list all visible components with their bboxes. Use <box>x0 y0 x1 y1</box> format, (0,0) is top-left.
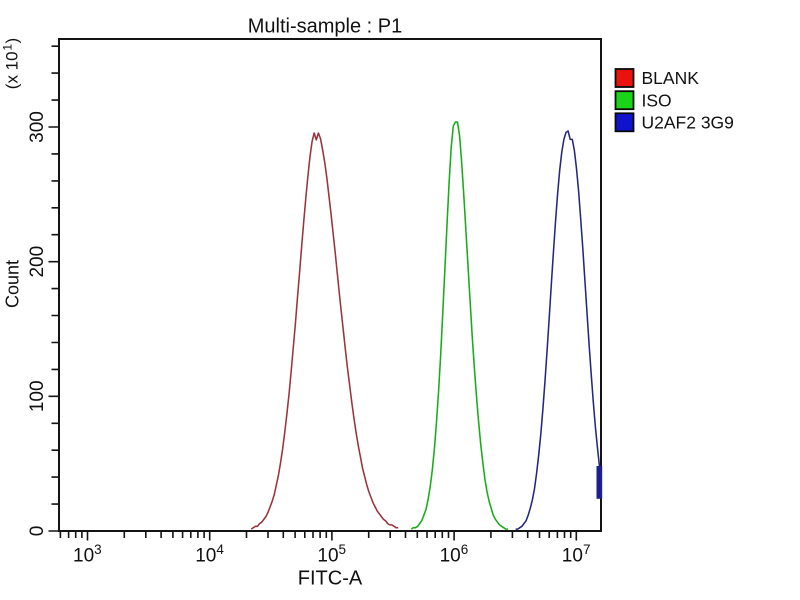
svg-text:BLANK: BLANK <box>642 68 700 88</box>
svg-text:106: 106 <box>440 542 469 567</box>
svg-text:U2AF2 3G9: U2AF2 3G9 <box>642 113 734 133</box>
svg-text:FITC-A: FITC-A <box>298 568 363 590</box>
svg-text:200: 200 <box>27 246 48 278</box>
svg-text:100: 100 <box>27 380 48 412</box>
svg-text:300: 300 <box>27 111 48 143</box>
svg-text:Count: Count <box>3 260 23 308</box>
svg-text:ISO: ISO <box>642 90 672 110</box>
svg-text:104: 104 <box>195 542 224 567</box>
svg-text:0: 0 <box>27 526 48 537</box>
svg-text:Multi-sample : P1: Multi-sample : P1 <box>248 16 403 38</box>
